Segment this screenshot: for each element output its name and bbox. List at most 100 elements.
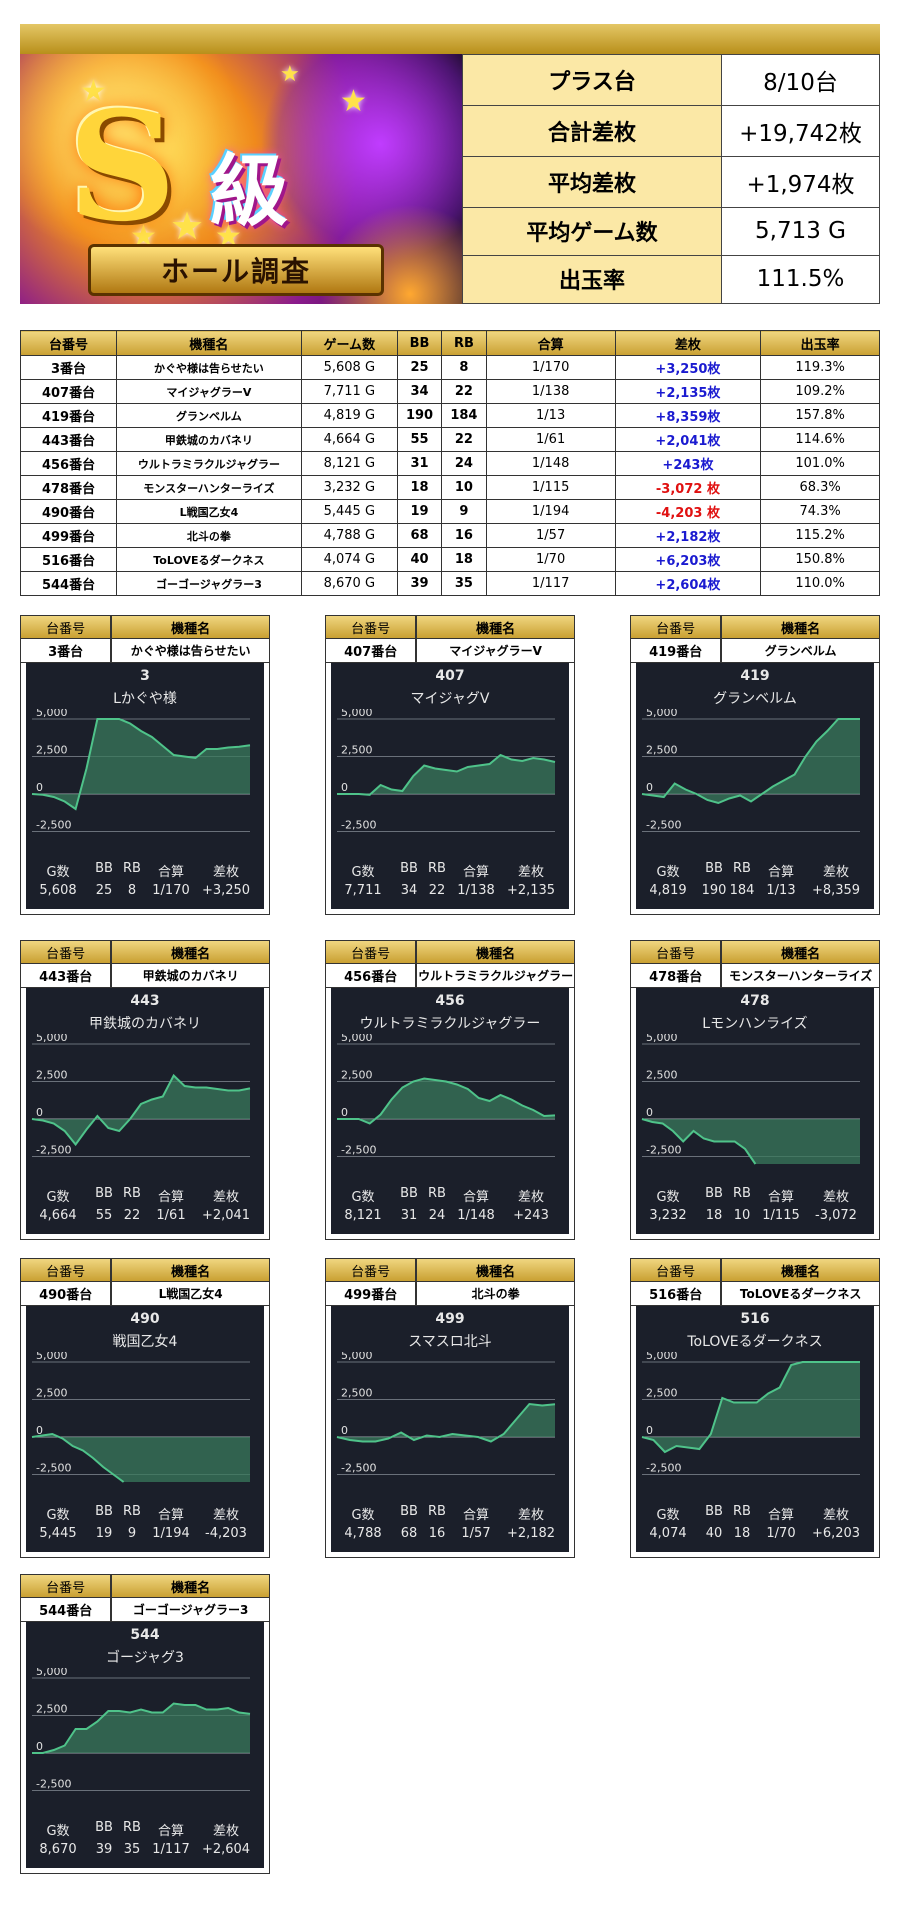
table-cell: 499番台 (19, 523, 118, 548)
tick-label: -2,500 (36, 1778, 71, 1791)
stat-header: RB (123, 861, 141, 876)
table-cell: 35 (441, 571, 487, 596)
summary-row: 合計差枚 +19,742枚 (462, 104, 880, 157)
tick-label: 5,000 (36, 1352, 68, 1362)
stat-value: 39 (95, 1842, 113, 1857)
card-info-row: 544番台 ゴーゴージャグラー3 (20, 1598, 270, 1622)
table-cell: 184 (441, 403, 487, 428)
column-header: ゲーム数 (300, 330, 398, 356)
summary-label: 合計差枚 (462, 104, 722, 157)
tick-label: 2,500 (341, 744, 373, 757)
stat-header: RB (123, 1504, 141, 1519)
banner-ribbon: ホール調査 (88, 244, 384, 296)
graph-title: Lかぐや様 (113, 691, 177, 707)
table-cell: 34 (396, 379, 443, 404)
stat-header: RB (733, 1186, 751, 1201)
stat-header: BB (400, 1504, 418, 1519)
card-header-name: 機種名 (416, 615, 575, 639)
banner-grade-glyph: 級 (210, 147, 289, 237)
table-cell: 25 (396, 355, 443, 380)
stats-values: 3,232 18 10 1/115 -3,072 (636, 1208, 874, 1223)
card-header-name: 機種名 (721, 615, 880, 639)
series-area (32, 1703, 250, 1753)
card-header-number: 台番号 (325, 940, 417, 964)
stat-header: G数 (351, 1508, 375, 1523)
card-machine-name: 北斗の拳 (416, 1282, 575, 1306)
card-header: 台番号 機種名 (20, 940, 270, 964)
card-header-name: 機種名 (721, 1258, 880, 1282)
card-info-row: 3番台 かぐや様は告らせたい (20, 639, 270, 663)
machine-card: 台番号 機種名 544番台 ゴーゴージャグラー3 544 ゴージャグ3 5,000 2,500… (20, 1574, 270, 1874)
table-cell: 4,074 G (300, 547, 398, 572)
stat-header: 合算 (157, 1508, 184, 1523)
graph-title: ゴージャグ3 (106, 1650, 184, 1666)
stat-value: 5,608 (39, 883, 77, 898)
table-cell: 5,608 G (300, 355, 398, 380)
table-cell: 甲鉄城のカバネリ (116, 427, 302, 452)
stat-header: G数 (656, 1508, 680, 1523)
card-info-row: 516番台 ToLOVEるダークネス (630, 1282, 880, 1306)
stat-value: 25 (95, 883, 113, 898)
stat-value: 190 (701, 883, 727, 898)
tick-label: 2,500 (36, 1387, 68, 1400)
table-cell: -4,203 枚 (614, 499, 762, 524)
stat-value: 1/57 (461, 1526, 491, 1541)
card-frame: 478 Lモンハンライズ 5,000 2,500 0 -2,500 G数 BB RB 合算 差枚 3,… (630, 988, 880, 1240)
stat-value: 18 (705, 1208, 723, 1223)
stat-header: G数 (656, 1190, 680, 1205)
card-header-number: 台番号 (325, 1258, 417, 1282)
table-cell: +2,604枚 (614, 571, 762, 596)
stat-value: +2,041 (201, 1208, 251, 1223)
tick-label: 0 (341, 781, 348, 794)
table-cell: モンスターハンターライズ (116, 475, 302, 500)
stat-value: -4,203 (205, 1526, 247, 1541)
table-cell: 1/61 (485, 427, 616, 452)
table-cell: 68.3% (760, 475, 880, 500)
table-cell: -3,072 枚 (614, 475, 762, 500)
table-row: 478番台 モンスターハンターライズ 3,232 G 18 10 1/115 -3,072 … (19, 475, 880, 500)
slump-chart: 5,000 2,500 0 -2,500 (337, 1034, 556, 1157)
machine-card: 台番号 機種名 499番台 北斗の拳 499 スマスロ北斗 5,000 2,500 0 -2,50… (325, 1258, 575, 1558)
card-frame: 456 ウルトラミラクルジャグラー 5,000 2,500 0 -2,500 G数 BB RB 合… (325, 988, 575, 1240)
graph-number: 407 (435, 668, 465, 684)
summary-table: プラス台 8/10台 合計差枚 +19,742枚 平均差枚 +1,974枚 平均ゲーム数 5,… (462, 54, 880, 305)
table-row: 516番台 ToLOVEるダークネス 4,074 G 40 18 1/70 +6,203枚 1… (19, 547, 880, 572)
tick-label: 5,000 (36, 709, 68, 719)
tick-label: 2,500 (646, 744, 678, 757)
card-header: 台番号 機種名 (20, 1258, 270, 1282)
card-machine-number: 516番台 (630, 1282, 722, 1306)
stat-header: 合算 (157, 1190, 184, 1205)
stat-header: BB (95, 861, 113, 876)
series-line (641, 1118, 757, 1165)
stat-header: 合算 (462, 1190, 489, 1205)
summary-label: 平均ゲーム数 (462, 206, 722, 256)
card-header-number: 台番号 (20, 615, 112, 639)
machine-card: 台番号 機種名 419番台 グランベルム 419 グランベルム 5,000 2,500 0 -2,… (630, 615, 880, 915)
series-line (31, 718, 251, 811)
stats-header: G数 BB RB 合算 差枚 (636, 1186, 874, 1205)
table-cell: 1/138 (485, 379, 616, 404)
graph-title: グランベルム (713, 691, 797, 707)
stat-value: +3,250 (201, 883, 251, 898)
card-header-number: 台番号 (630, 615, 722, 639)
table-cell: +6,203枚 (614, 547, 762, 572)
graph-number: 499 (435, 1311, 465, 1327)
stat-value: +2,604 (201, 1842, 251, 1857)
graph-title: マイジャグV (410, 691, 490, 707)
stat-value: +6,203 (811, 1526, 861, 1541)
machine-card: 台番号 機種名 516番台 ToLOVEるダークネス 516 ToLOVEるダークネス 5,… (630, 1258, 880, 1558)
table-cell: かぐや様は告らせたい (116, 355, 302, 380)
stat-header: G数 (656, 865, 680, 880)
table-row: 443番台 甲鉄城のカバネリ 4,664 G 55 22 1/61 +2,041枚 114.6… (19, 427, 880, 452)
card-info-row: 499番台 北斗の拳 (325, 1282, 575, 1306)
stat-value: 1/194 (152, 1526, 190, 1541)
slump-chart: 5,000 2,500 0 -2,500 (31, 709, 251, 832)
table-cell: 1/70 (485, 547, 616, 572)
machine-card: 台番号 機種名 456番台 ウルトラミラクルジャグラー 456 ウルトラミラクルジャグラー… (325, 940, 575, 1240)
column-header: RB (441, 330, 487, 356)
card-machine-number: 419番台 (630, 639, 722, 663)
stat-value: 1/13 (766, 883, 796, 898)
stat-value: 5,445 (39, 1526, 77, 1541)
table-cell: 157.8% (760, 403, 880, 428)
stats-header: G数 BB RB 合算 差枚 (331, 1504, 569, 1523)
